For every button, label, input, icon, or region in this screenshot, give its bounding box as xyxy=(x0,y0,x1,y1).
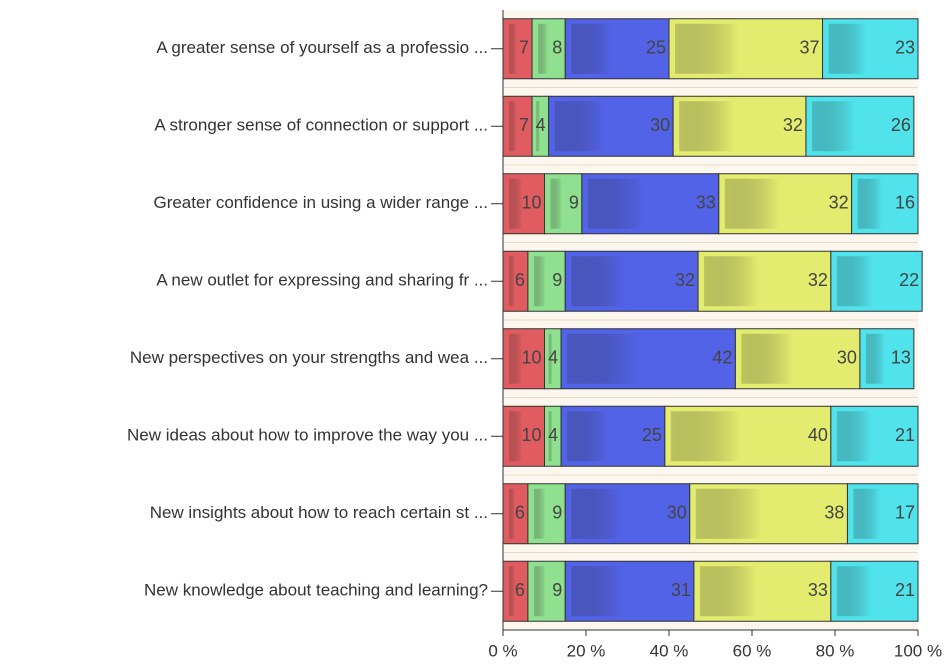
value-label: 38 xyxy=(824,503,844,523)
bar-shade xyxy=(509,488,522,539)
value-label: 30 xyxy=(667,503,687,523)
bar-shade xyxy=(567,333,730,384)
value-label: 32 xyxy=(783,115,803,135)
value-label: 26 xyxy=(891,115,911,135)
value-label: 7 xyxy=(519,38,529,58)
y-tick-label: Greater confidence in using a wider rang… xyxy=(153,193,488,212)
bar-shade xyxy=(853,488,912,539)
value-label: 6 xyxy=(515,580,525,600)
bar-shade xyxy=(571,256,693,307)
y-tick-label: New knowledge about teaching and learnin… xyxy=(144,581,488,600)
value-label: 40 xyxy=(808,425,828,445)
value-label: 7 xyxy=(519,115,529,135)
bar-shade xyxy=(704,256,825,307)
bar-shade xyxy=(538,23,560,74)
y-tick-label: New ideas about how to improve the way y… xyxy=(127,426,488,445)
value-label: 32 xyxy=(675,270,695,290)
bar-shade xyxy=(836,566,912,617)
value-label: 25 xyxy=(646,38,666,58)
bar-shade xyxy=(509,333,539,384)
value-label: 9 xyxy=(569,193,579,213)
value-label: 37 xyxy=(800,38,820,58)
bar-shade xyxy=(567,411,659,462)
bar-shade xyxy=(587,178,713,229)
bar-shade xyxy=(679,101,800,152)
value-label: 42 xyxy=(712,348,732,368)
value-label: 21 xyxy=(895,425,915,445)
bar-shade xyxy=(571,488,684,539)
value-label: 16 xyxy=(895,193,915,213)
value-label: 32 xyxy=(808,270,828,290)
value-label: 17 xyxy=(895,503,915,523)
x-tick-label: 80 % xyxy=(816,641,855,660)
x-tick-label: 100 % xyxy=(894,641,942,660)
value-label: 33 xyxy=(696,193,716,213)
bar-shade xyxy=(695,488,842,539)
x-tick-label: 20 % xyxy=(567,641,606,660)
bar-shade xyxy=(699,566,825,617)
value-label: 10 xyxy=(521,425,541,445)
bar-shade xyxy=(509,566,522,617)
bar-shade xyxy=(533,256,560,307)
y-tick-label: A new outlet for expressing and sharing … xyxy=(156,271,488,290)
value-label: 22 xyxy=(899,270,919,290)
bar-shade xyxy=(509,178,539,229)
bar-shade xyxy=(836,256,917,307)
bar-shade xyxy=(571,23,663,74)
y-tick-label: New insights about how to reach certain … xyxy=(150,503,488,522)
bar-shade xyxy=(548,411,557,462)
bar-shade xyxy=(865,333,908,384)
bar-shade xyxy=(670,411,825,462)
bar-shade xyxy=(828,23,912,74)
bar-shade xyxy=(857,178,912,229)
bar-shade xyxy=(550,178,576,229)
bar-shade xyxy=(533,566,560,617)
bar-shade xyxy=(554,101,668,152)
value-label: 31 xyxy=(671,580,691,600)
bar-shade xyxy=(836,411,912,462)
value-label: 6 xyxy=(515,503,525,523)
value-label: 25 xyxy=(642,425,662,445)
value-label: 13 xyxy=(891,348,911,368)
bar-shade xyxy=(509,101,527,152)
y-tick-label: A greater sense of yourself as a profess… xyxy=(156,38,488,57)
bar-shade xyxy=(509,256,522,307)
bar-shade xyxy=(509,411,539,462)
x-tick-label: 60 % xyxy=(733,641,772,660)
y-tick-label: A stronger sense of connection or suppor… xyxy=(154,116,488,135)
value-label: 33 xyxy=(808,580,828,600)
x-tick-label: 0 % xyxy=(488,641,517,660)
value-label: 4 xyxy=(548,348,558,368)
bar-shade xyxy=(509,23,527,74)
bar-shade xyxy=(548,333,557,384)
value-label: 10 xyxy=(521,348,541,368)
bar-shade xyxy=(724,178,846,229)
y-tick-label: New perspectives on your strengths and w… xyxy=(130,348,488,367)
value-label: 9 xyxy=(552,580,562,600)
value-label: 32 xyxy=(829,193,849,213)
bar-shade xyxy=(741,333,854,384)
value-label: 4 xyxy=(536,115,546,135)
value-label: 10 xyxy=(521,193,541,213)
bar-shade xyxy=(811,101,908,152)
value-label: 9 xyxy=(552,503,562,523)
bar-shade xyxy=(571,566,688,617)
value-label: 21 xyxy=(895,580,915,600)
x-tick-label: 40 % xyxy=(650,641,689,660)
value-label: 30 xyxy=(650,115,670,135)
value-label: 8 xyxy=(552,38,562,58)
bar-shade xyxy=(533,488,560,539)
value-label: 6 xyxy=(515,270,525,290)
bar-shade xyxy=(536,101,545,152)
value-label: 9 xyxy=(552,270,562,290)
value-label: 4 xyxy=(548,425,558,445)
value-label: 30 xyxy=(837,348,857,368)
value-label: 23 xyxy=(895,38,915,58)
bar-shade xyxy=(675,23,817,74)
